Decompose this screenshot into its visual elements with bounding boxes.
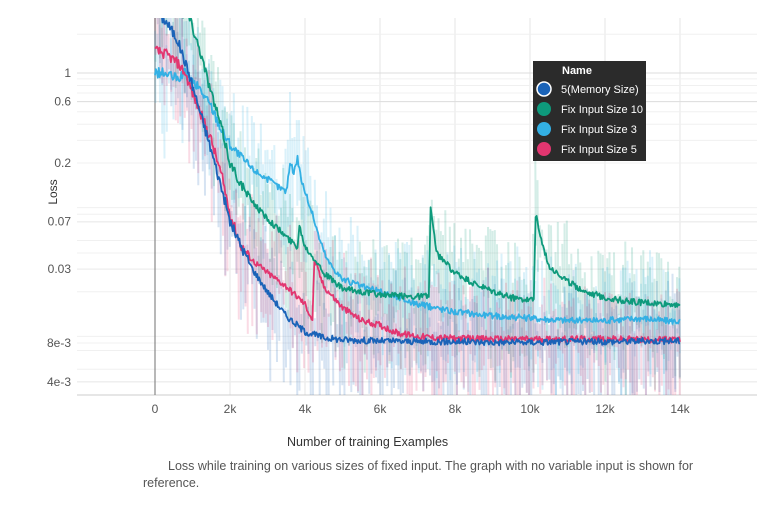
legend: Name 5(Memory Size) Fix Input Size 10 Fix …: [533, 61, 646, 161]
y-tick-label: 8e-3: [47, 336, 71, 350]
x-tick-label: 10k: [520, 402, 540, 416]
series-lines: [154, 18, 681, 347]
x-tick-label: 4k: [299, 402, 313, 416]
legend-swatch: [537, 142, 551, 156]
x-tick-label: 8k: [449, 402, 463, 416]
y-tick-labels: 1 0.6 0.2 0.07 0.03 8e-3 4e-3: [47, 66, 71, 389]
x-tick-label: 14k: [670, 402, 690, 416]
legend-items: 5(Memory Size) Fix Input Size 10 Fix Input…: [536, 81, 643, 156]
series-line-0: [161, 18, 681, 347]
x-tick-label: 6k: [374, 402, 388, 416]
legend-box: [533, 61, 646, 161]
legend-label: Fix Input Size 5: [561, 144, 637, 156]
y-tick-label: 0.07: [48, 215, 72, 229]
legend-title: Name: [562, 65, 592, 77]
y-tick-label: 0.03: [48, 262, 72, 276]
y-tick-label: 1: [64, 66, 71, 80]
legend-swatch: [537, 102, 551, 116]
legend-label: Fix Input Size 3: [561, 124, 637, 136]
x-tick-label: 2k: [224, 402, 238, 416]
y-tick-label: 0.2: [54, 156, 71, 170]
x-tick-labels: 0 2k 4k 6k 8k 10k 12k 14k: [152, 402, 691, 416]
legend-swatch: [536, 81, 552, 97]
raw-band-1: [154, 18, 681, 395]
y-tick-label: 0.6: [54, 95, 71, 109]
raw-band-0: [154, 18, 681, 395]
y-axis-label: Loss: [46, 179, 60, 204]
series-line-1: [182, 18, 681, 308]
figure-caption: Loss while training on various sizes of …: [143, 459, 694, 490]
x-axis-label: Number of training Examples: [287, 435, 449, 449]
legend-label: Fix Input Size 10: [561, 104, 643, 116]
legend-swatch: [537, 122, 551, 136]
y-tick-label: 4e-3: [47, 375, 71, 389]
series-line-2: [154, 67, 681, 325]
x-tick-label: 12k: [595, 402, 615, 416]
legend-label: 5(Memory Size): [561, 84, 639, 96]
x-tick-label: 0: [152, 402, 159, 416]
